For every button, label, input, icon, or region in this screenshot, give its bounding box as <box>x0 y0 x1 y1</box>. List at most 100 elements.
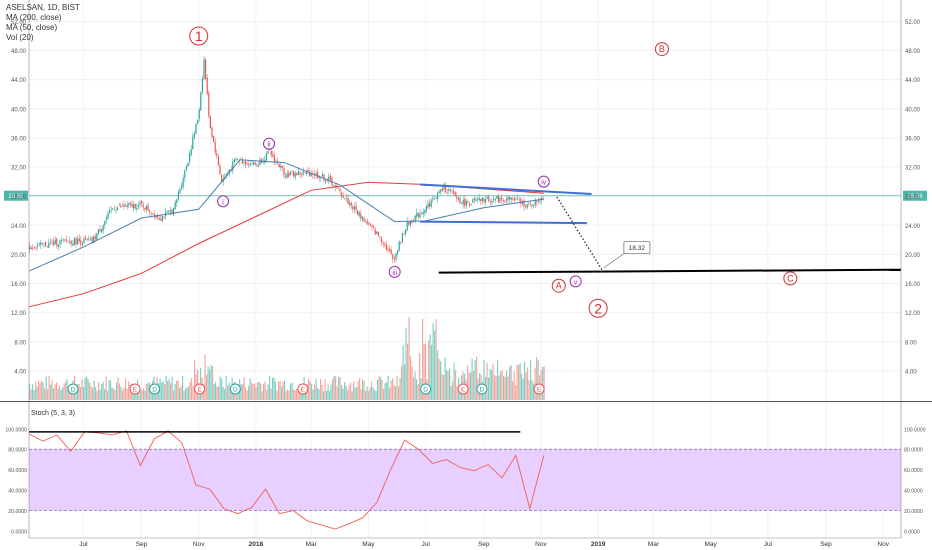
volume-bar <box>311 383 313 400</box>
candle-body <box>488 196 490 202</box>
candle-body <box>317 172 319 178</box>
stoch-y-tick-right: 80.0000 <box>904 448 923 454</box>
volume-bar <box>381 379 383 400</box>
volume-bar <box>533 383 535 400</box>
volume-bar <box>206 374 208 400</box>
volume-bar <box>126 388 128 400</box>
volume-bar <box>369 387 371 400</box>
event-marker <box>476 383 488 395</box>
candle-body <box>262 161 264 163</box>
stoch-y-tick-left: 60.0000 <box>8 468 27 474</box>
volume-bar <box>215 381 217 400</box>
volume-bar <box>530 359 532 400</box>
x-tick-label: Nov <box>877 541 889 548</box>
volume-bar <box>392 378 394 400</box>
candle-body <box>78 238 80 242</box>
candle-body <box>209 115 211 128</box>
event-marker <box>533 383 545 395</box>
volume-bar <box>437 350 439 400</box>
volume-bar <box>497 359 499 400</box>
candle-body <box>45 241 47 247</box>
candle-body <box>328 176 330 182</box>
volume-bar <box>471 358 473 400</box>
candle-body <box>206 77 208 94</box>
volume-bar <box>333 375 335 400</box>
candle-body <box>299 172 301 175</box>
candle-body <box>309 171 311 177</box>
volume-bar <box>387 375 389 400</box>
volume-bar <box>423 344 425 400</box>
x-tick-label: Sep <box>820 541 832 548</box>
volume-bar <box>246 390 248 400</box>
candle-body <box>409 221 411 225</box>
wave-label-circle <box>537 175 550 188</box>
candle-body <box>270 150 272 156</box>
stoch-band <box>29 449 901 511</box>
candle-body <box>208 92 210 117</box>
candle-body <box>505 199 507 201</box>
volume-bar <box>419 353 421 400</box>
candle-body <box>465 200 467 206</box>
candle-body <box>33 247 35 249</box>
volume-bar <box>354 387 356 400</box>
volume-bar <box>410 356 412 400</box>
wave-label: i <box>222 199 224 206</box>
volume-bar <box>38 380 40 400</box>
candle-body <box>483 198 485 202</box>
candle-body <box>288 172 290 177</box>
candle-body <box>497 195 499 203</box>
candle-body <box>507 197 509 200</box>
volume-bar <box>341 385 343 400</box>
ma50-line <box>28 159 544 272</box>
volume-bar <box>524 361 526 400</box>
volume-bar <box>185 388 187 400</box>
volume-bar <box>294 389 296 400</box>
volume-bar <box>252 383 254 400</box>
candle-body <box>41 243 43 244</box>
volume-bar <box>347 389 349 400</box>
candle-body <box>539 200 541 202</box>
volume-bar <box>332 378 334 400</box>
y-tick-left: 16.00 <box>11 282 27 288</box>
candle-body <box>40 242 42 245</box>
ma50-legend: MA (50, close) <box>6 23 58 32</box>
candle-body <box>256 164 258 166</box>
wave-label: iv <box>541 180 547 187</box>
volume-bar <box>456 386 458 400</box>
candle-body <box>149 210 151 212</box>
volume-bar <box>389 387 391 400</box>
candle-body <box>389 248 391 251</box>
candle-body <box>387 248 389 250</box>
candle-body <box>168 210 170 212</box>
candle-body <box>91 237 93 243</box>
candle-body <box>192 136 194 150</box>
volume-bar <box>180 386 182 400</box>
volume-bar <box>327 384 329 400</box>
candle-body <box>129 202 131 205</box>
volume-bar <box>422 318 424 400</box>
candle-body <box>481 197 483 202</box>
y-tick-left: 28.00 <box>11 195 27 201</box>
candle-body <box>110 209 112 211</box>
event-marker <box>420 383 432 395</box>
candle-body <box>101 228 103 233</box>
volume-bar <box>113 388 115 400</box>
volume-bar <box>33 390 35 400</box>
volume-bar <box>407 343 409 400</box>
x-tick-label: Jul <box>764 541 773 548</box>
candle-body <box>512 198 514 200</box>
candle-body <box>72 243 74 246</box>
volume-bar <box>516 364 518 400</box>
candle-body <box>97 229 99 235</box>
candle-body <box>243 161 245 163</box>
candle-body <box>211 127 213 137</box>
candle-body <box>377 231 379 236</box>
candle-body <box>361 216 363 220</box>
candle-body <box>54 239 56 245</box>
candle-body <box>459 197 461 204</box>
candle-body <box>395 252 397 260</box>
candle-body <box>419 213 421 218</box>
candle-body <box>104 221 106 225</box>
